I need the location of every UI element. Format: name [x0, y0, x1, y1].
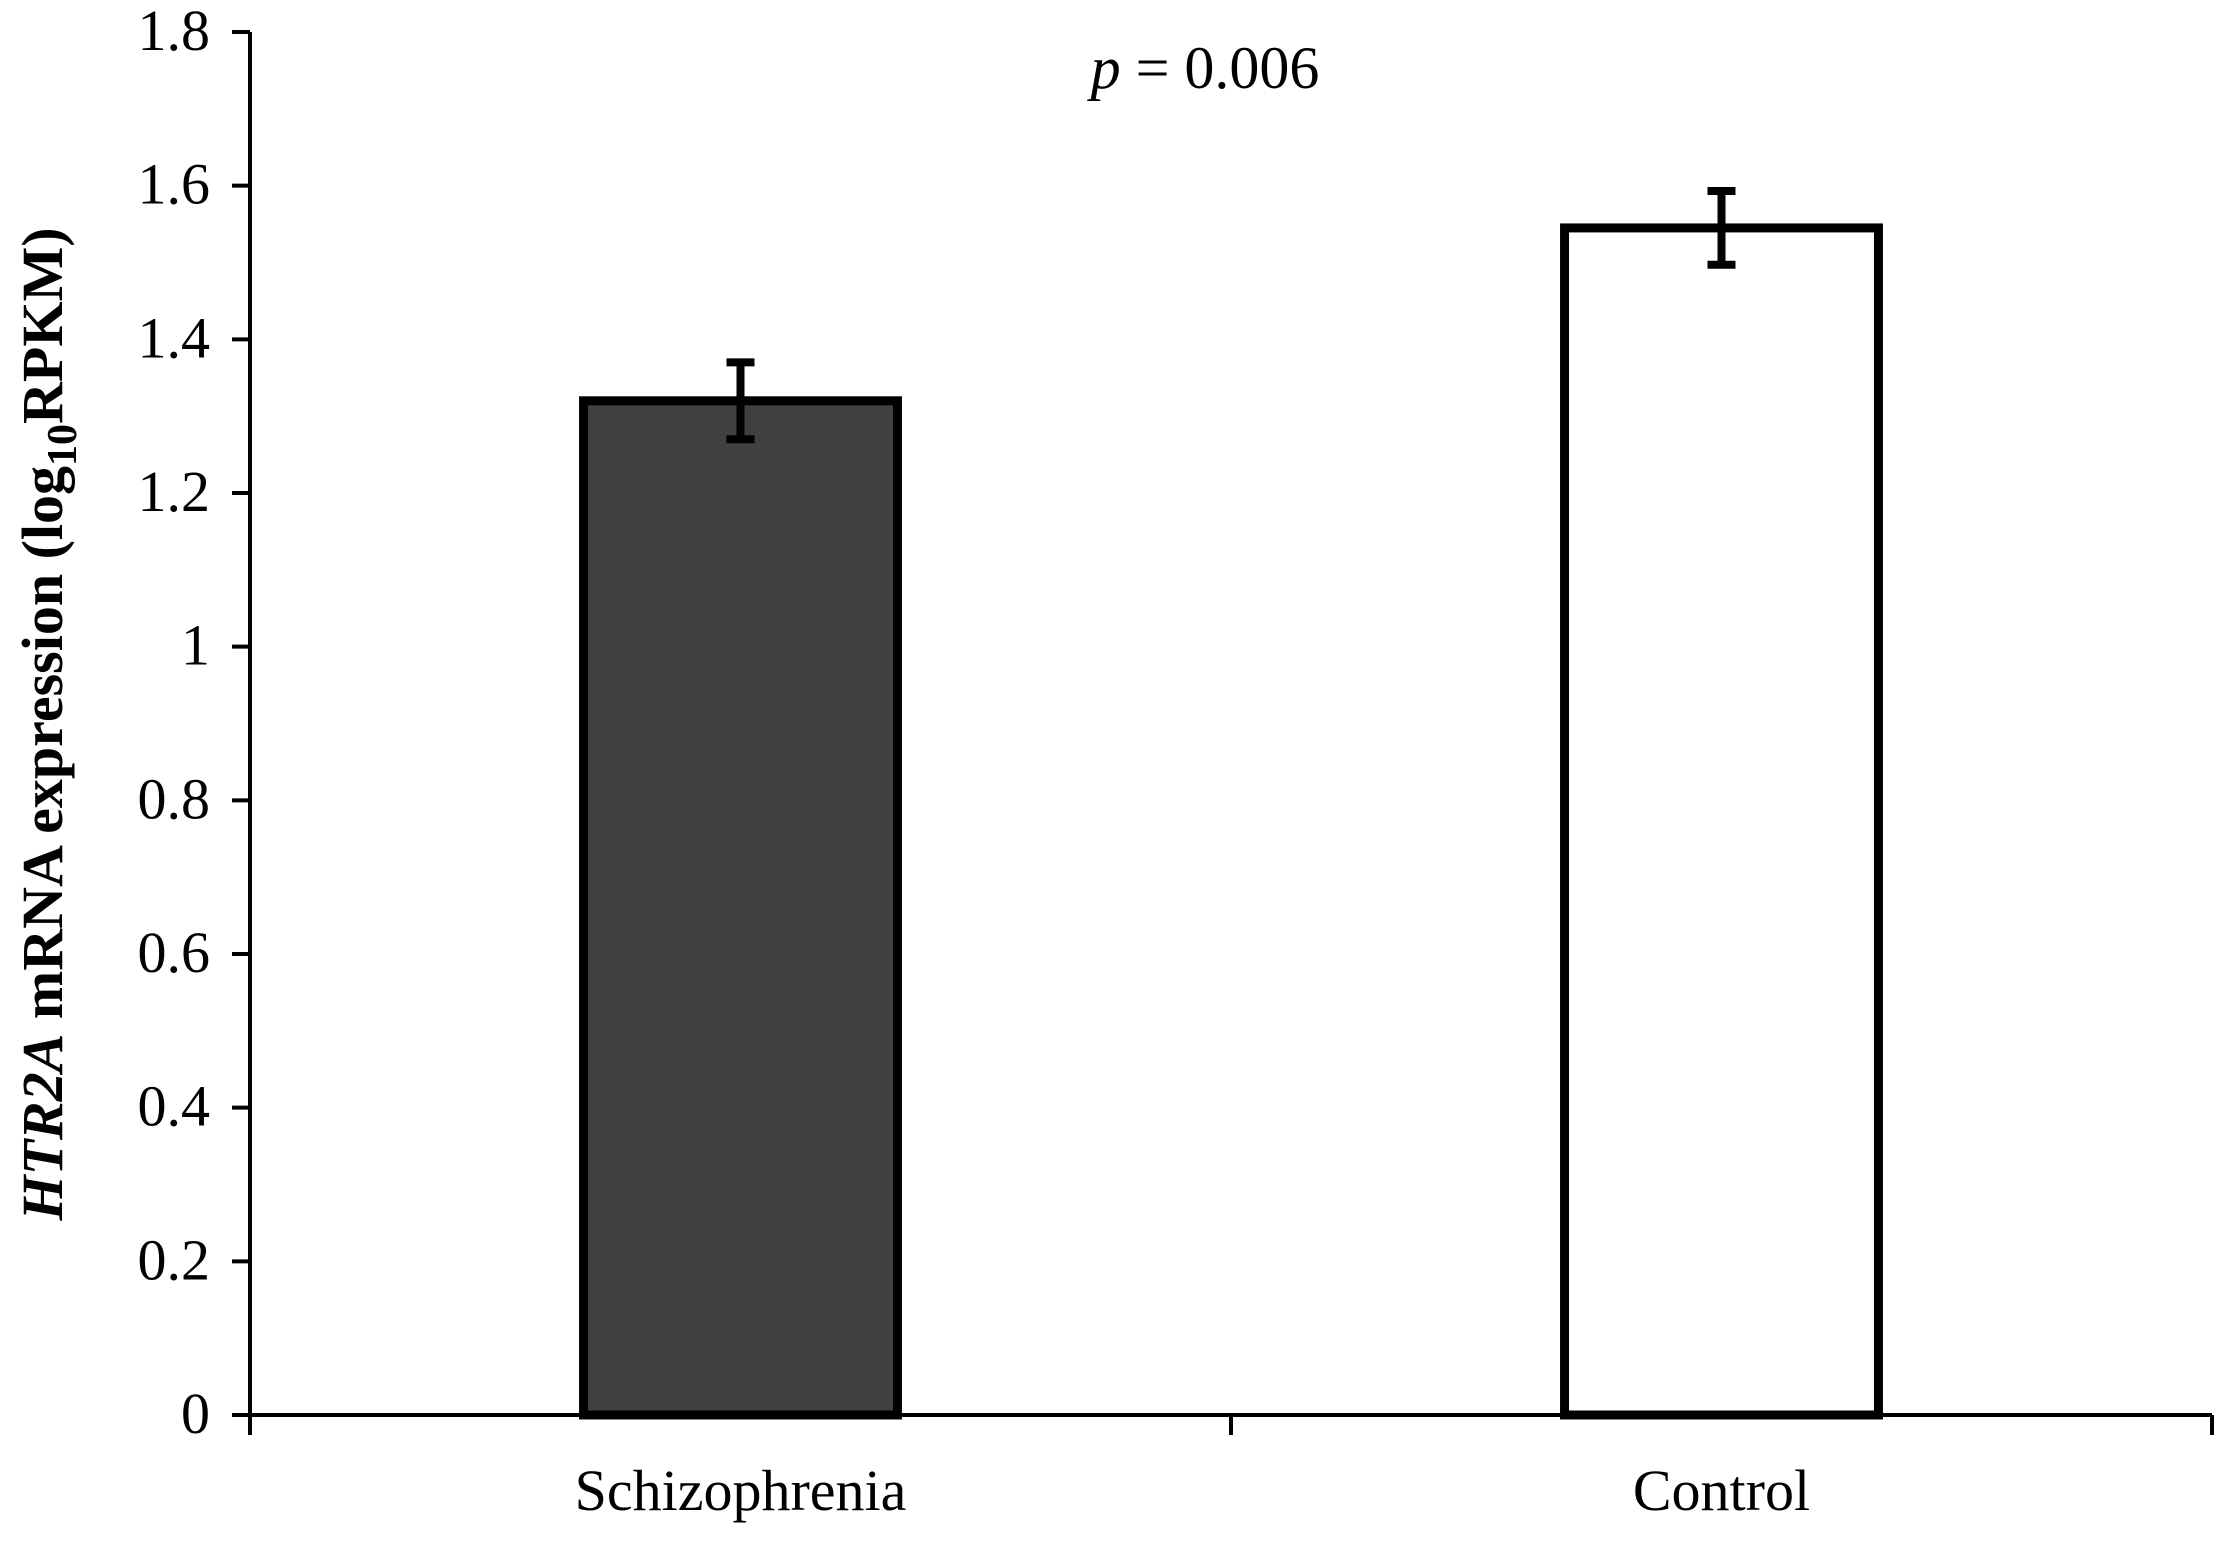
y-tick-label: 0.4: [138, 1074, 211, 1139]
y-tick-label: 1: [181, 613, 210, 678]
y-axis-label-unit: RPKM): [10, 227, 75, 424]
category-label: Schizophrenia: [575, 1458, 907, 1523]
y-axis-label-subscript: 10: [40, 424, 86, 466]
p-value-symbol: p: [1087, 35, 1121, 101]
error-bars: [726, 187, 1736, 444]
y-axis-label: HTR2A mRNA expression (log10RPKM): [10, 227, 86, 1221]
error-bar-control: [1707, 187, 1736, 269]
bar-schizophrenia: [579, 396, 902, 1420]
axes: [248, 32, 2212, 1417]
y-tick-label: 0.2: [138, 1227, 211, 1292]
y-tick-label: 1.4: [138, 305, 211, 370]
p-value-annotation: p = 0.006: [1087, 35, 1320, 101]
y-tick-label: 1.2: [138, 459, 211, 524]
category-label: Control: [1633, 1458, 1810, 1523]
category-labels: Schizophrenia Control: [575, 1458, 1811, 1523]
y-tick-label: 1.6: [138, 152, 211, 217]
y-tick-label: 0: [181, 1381, 210, 1446]
y-tick-label: 0.8: [138, 766, 211, 831]
y-axis-label-text: mRNA expression (log: [10, 466, 75, 1034]
y-tick-label: 1.8: [138, 0, 211, 63]
bar-control: [1560, 223, 1883, 1420]
bars: [579, 223, 1883, 1420]
error-bar-schizophrenia: [726, 358, 755, 444]
y-axis-label-gene: HTR2A: [10, 1034, 75, 1222]
p-value-text: = 0.006: [1121, 35, 1320, 101]
x-ticks: [248, 1415, 2214, 1435]
y-ticks: 0 0.2 0.4 0.6 0.8 1 1.2 1.4 1.6 1.8: [138, 0, 250, 1446]
y-tick-label: 0.6: [138, 920, 211, 985]
